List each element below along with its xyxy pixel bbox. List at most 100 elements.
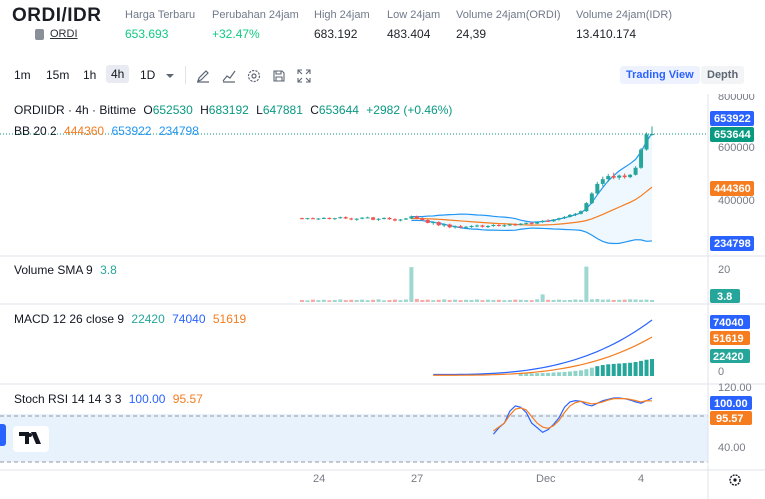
candle-body <box>316 218 321 220</box>
bb-lower: 234798 <box>158 124 199 138</box>
volume-bar <box>327 300 332 302</box>
legend-symbol: ORDIIDR · 4h · Bittime <box>14 103 137 117</box>
stat-high-24h: High 24jam 683.192 <box>314 9 370 41</box>
volume-bar <box>305 300 310 302</box>
macd-badge-text: 74040 <box>713 317 744 329</box>
macd-hist-bar <box>584 369 589 376</box>
stat-value: 653.693 <box>125 27 169 41</box>
legend-open: 652530 <box>152 103 193 117</box>
macd-hist-bar <box>606 364 611 376</box>
tab-depth[interactable]: Depth <box>701 66 745 84</box>
timeframe-4h[interactable]: 4h <box>106 65 130 83</box>
candle-body <box>371 217 376 220</box>
volume-bar <box>321 299 326 302</box>
volume-bar <box>611 299 616 302</box>
time-label: Dec <box>536 473 556 485</box>
macd-hist-bar <box>524 373 529 376</box>
fullscreen-icon[interactable] <box>296 68 312 84</box>
macd-hist-bar <box>617 363 622 376</box>
macd-hist-bar <box>518 373 523 376</box>
volume-bar <box>310 299 315 302</box>
axis-settings-icon[interactable] <box>729 474 741 486</box>
stat-volume-idr: Volume 24jam(IDR) 13.410.174 <box>576 9 672 41</box>
coin-icon <box>35 29 44 40</box>
settings-icon[interactable] <box>246 68 262 84</box>
save-icon[interactable] <box>271 68 287 84</box>
timeframe-1d[interactable]: 1D <box>140 68 156 82</box>
chevron-down-icon[interactable] <box>162 68 178 84</box>
candle-body <box>617 175 622 178</box>
volume-bar <box>392 299 397 302</box>
macd-signal: 51619 <box>212 312 247 326</box>
stoch-tick: 120.00 <box>718 382 752 394</box>
toolbar-divider <box>185 66 186 84</box>
timeframe-15m[interactable]: 15m <box>46 68 70 82</box>
stat-value: 683.192 <box>314 27 358 41</box>
candle-body <box>480 225 485 227</box>
candle-body <box>403 218 408 220</box>
time-label: 27 <box>411 473 423 485</box>
candle-body <box>321 217 326 219</box>
legend-change: +2982 (+0.46%) <box>366 103 453 117</box>
price-tick: 400000 <box>718 195 755 207</box>
price-badge-last <box>710 127 754 142</box>
candle-body <box>589 193 594 204</box>
volume-bar <box>491 299 496 302</box>
candle-body <box>644 134 649 150</box>
draw-icon[interactable] <box>195 68 211 84</box>
macd-hist-bar <box>551 372 556 376</box>
price-badge-text: 234798 <box>714 238 751 250</box>
tab-trading-view[interactable]: Trading View <box>620 66 700 84</box>
stoch-tick: 40.00 <box>718 442 746 454</box>
macd-hist-bar <box>540 372 545 376</box>
volume-bar <box>464 299 469 302</box>
side-panel-toggle[interactable] <box>0 424 6 446</box>
legend-low: 647881 <box>262 103 303 117</box>
price-badge-bb-lower <box>710 236 754 251</box>
volume-bar <box>371 299 376 302</box>
volume-bar <box>480 300 485 302</box>
volume-badge <box>710 289 740 303</box>
candle-body <box>332 218 337 220</box>
volume-bar <box>524 299 529 302</box>
stoch-k: 100.00 <box>128 392 166 406</box>
volume-bar <box>546 299 551 302</box>
stoch-label: Stoch RSI 14 14 3 3 <box>14 392 122 406</box>
volume-bar <box>595 298 600 302</box>
volume-bar <box>436 299 441 302</box>
volume-bar <box>349 299 354 302</box>
coin-link[interactable]: ORDI <box>50 28 78 40</box>
candle-body <box>524 222 529 224</box>
candle-body <box>354 218 359 220</box>
macd-line: 74040 <box>172 312 206 326</box>
macd-hist-bar <box>600 365 605 376</box>
volume-bar <box>453 299 458 302</box>
candle-body <box>310 218 315 220</box>
indicator-icon[interactable] <box>221 68 237 84</box>
volume-bar <box>518 299 523 302</box>
stat-label: Harga Terbaru <box>125 9 196 21</box>
timeframe-1h[interactable]: 1h <box>83 68 97 82</box>
price-badge-bb-upper <box>710 111 754 126</box>
price-tick: 800000 <box>718 94 755 103</box>
candle-body <box>557 218 562 220</box>
macd-hist-bar <box>567 371 572 376</box>
price-badge-text: 653644 <box>714 129 752 141</box>
volume-bar <box>628 299 633 302</box>
stoch-badge-k <box>710 396 752 410</box>
candle-body <box>436 222 441 226</box>
volume-bar <box>469 299 474 302</box>
price-chart[interactable]: 800000 600000 400000 653922 653644 44436… <box>0 91 765 499</box>
stoch-d: 95.57 <box>172 392 203 406</box>
candle-body <box>496 224 501 226</box>
stat-label: Perubahan 24jam <box>212 9 299 21</box>
volume-bar <box>485 299 490 302</box>
candle-body <box>485 226 490 227</box>
macd-badge-text: 22420 <box>713 351 744 363</box>
macd-hist-bar <box>535 373 540 376</box>
volume-bar <box>600 299 605 302</box>
volume-bar <box>639 299 644 302</box>
candle-body <box>327 217 332 219</box>
price-badge-text: 444360 <box>714 183 751 195</box>
timeframe-1m[interactable]: 1m <box>14 68 31 82</box>
